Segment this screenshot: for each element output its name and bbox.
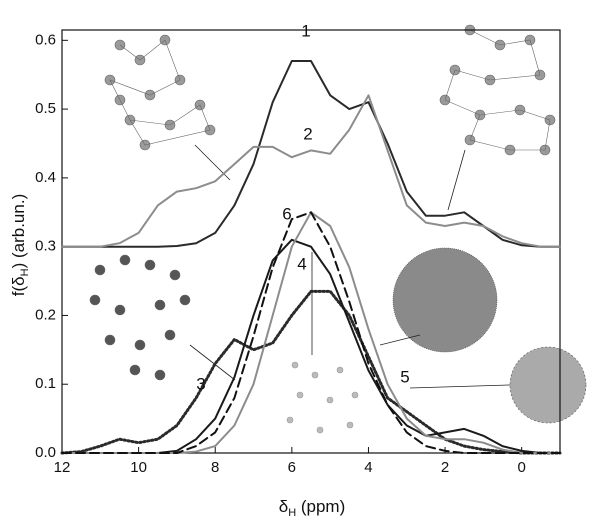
y-label-main: f(δ [9, 276, 28, 296]
molecule-top-right [440, 25, 555, 155]
y-tick-label: 0.4 [35, 169, 56, 186]
y-tick-label: 0.2 [35, 306, 56, 323]
y-tick-label: 0.3 [35, 238, 56, 255]
series-label: 2 [303, 124, 312, 143]
molecule-sphere [393, 248, 497, 352]
molecule-illustrations [90, 25, 586, 433]
x-tick-label: 6 [288, 459, 296, 476]
series-label: 3 [196, 374, 205, 393]
x-tick-label: 4 [364, 459, 372, 476]
plot-frame [62, 30, 560, 453]
y-axis-label: f(δH) (arb.un.) [9, 194, 30, 296]
x-label-sub: H [288, 507, 296, 519]
y-tick-label: 0.6 [35, 31, 56, 48]
series-label: 1 [301, 21, 310, 40]
molecule-cluster-right [510, 347, 586, 423]
x-tick-label: 2 [441, 459, 449, 476]
y-label-end: ) (arb.un.) [9, 194, 28, 269]
molecule-top-left [105, 35, 215, 150]
x-tick-label: 10 [130, 459, 147, 476]
series-label: 5 [400, 367, 409, 386]
y-label-sub: H [19, 268, 31, 276]
x-label-end: (ppm) [296, 497, 345, 516]
molecule-center [287, 362, 358, 433]
x-tick-label: 8 [211, 459, 219, 476]
x-tick-label: 12 [54, 459, 71, 476]
chart: δH (ppm) f(δH) (arb.un.) 0.00.10.20.30.4… [0, 0, 605, 520]
x-axis-label: δH (ppm) [279, 497, 346, 518]
series-line [62, 61, 560, 247]
series-label: 6 [282, 204, 291, 223]
molecule-mid-left [90, 255, 190, 380]
x-tick-label: 0 [518, 459, 526, 476]
y-tick-label: 0.1 [35, 375, 56, 392]
series-label: 4 [297, 254, 306, 273]
series-line [62, 95, 560, 246]
y-tick-label: 0.5 [35, 100, 56, 117]
x-label-main: δ [279, 497, 288, 516]
